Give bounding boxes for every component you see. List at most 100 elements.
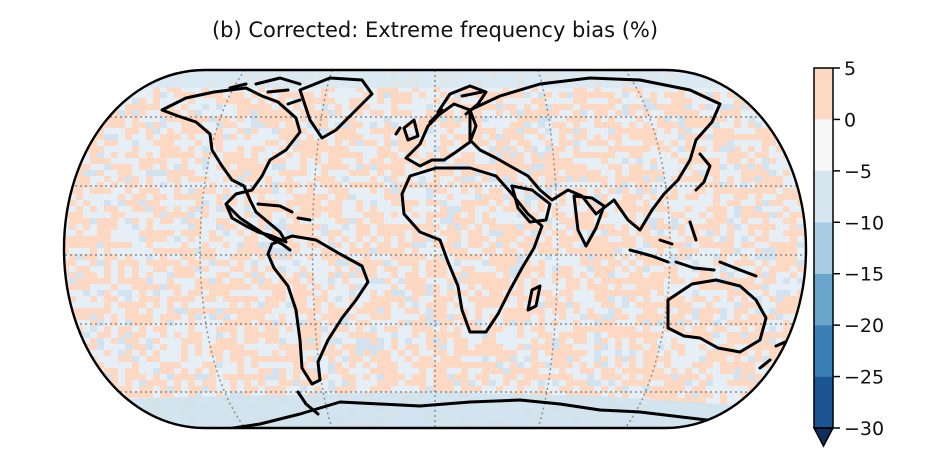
bias-cell — [790, 248, 797, 254]
bias-cell — [279, 266, 286, 272]
bias-cell — [384, 194, 391, 200]
bias-cell — [692, 260, 699, 266]
bias-cell — [440, 140, 447, 146]
bias-cell — [769, 266, 776, 272]
bias-cell — [727, 176, 734, 182]
bias-cell — [545, 254, 552, 260]
bias-cell — [167, 374, 174, 380]
bias-cell — [727, 248, 734, 254]
bias-cell — [363, 338, 370, 344]
bias-cell — [685, 104, 692, 110]
bias-cell — [629, 86, 636, 92]
bias-cell — [615, 362, 622, 368]
bias-cell — [335, 182, 342, 188]
bias-cell — [769, 158, 776, 164]
bias-cell — [566, 242, 573, 248]
bias-cell — [790, 70, 797, 74]
bias-cell — [76, 92, 83, 98]
bias-cell — [629, 236, 636, 242]
bias-cell — [734, 134, 741, 140]
bias-cell — [83, 176, 90, 182]
bias-cell — [195, 374, 202, 380]
bias-cell — [83, 254, 90, 260]
bias-cell — [370, 338, 377, 344]
bias-cell — [202, 104, 209, 110]
bias-cell — [321, 176, 328, 182]
bias-cell — [552, 374, 559, 380]
bias-cell — [118, 272, 125, 278]
bias-cell — [566, 296, 573, 302]
bias-cell — [272, 158, 279, 164]
bias-cell — [335, 266, 342, 272]
bias-cell — [118, 302, 125, 308]
bias-cell — [349, 272, 356, 278]
bias-cell — [727, 284, 734, 290]
bias-cell — [433, 380, 440, 386]
bias-cell — [643, 146, 650, 152]
bias-cell — [132, 128, 139, 134]
bias-cell — [580, 86, 587, 92]
bias-cell — [174, 314, 181, 320]
bias-cell — [104, 98, 111, 104]
bias-cell — [419, 284, 426, 290]
bias-cell — [398, 164, 405, 170]
bias-cell — [174, 290, 181, 296]
bias-cell — [433, 200, 440, 206]
bias-cell — [377, 98, 384, 104]
bias-cell — [251, 230, 258, 236]
bias-cell — [433, 188, 440, 194]
bias-cell — [363, 248, 370, 254]
bias-cell — [307, 242, 314, 248]
bias-cell — [573, 200, 580, 206]
bias-cell — [64, 110, 69, 116]
bias-cell — [230, 302, 237, 308]
bias-cell — [384, 290, 391, 296]
bias-cell — [671, 254, 678, 260]
bias-cell — [216, 260, 223, 266]
coast-indonesia — [628, 220, 758, 278]
bias-cell — [132, 338, 139, 344]
bias-cell — [566, 104, 573, 110]
bias-cell — [146, 206, 153, 212]
bias-cell — [440, 338, 447, 344]
bias-cell — [104, 428, 111, 434]
bias-cell — [482, 350, 489, 356]
bias-cell — [671, 122, 678, 128]
bias-cell — [671, 194, 678, 200]
bias-cell — [391, 296, 398, 302]
bias-cell — [69, 92, 76, 98]
bias-cell — [461, 266, 468, 272]
bias-cell — [804, 404, 806, 410]
bias-cell — [706, 314, 713, 320]
bias-cell — [104, 242, 111, 248]
bias-cell — [69, 278, 76, 284]
bias-cell — [188, 146, 195, 152]
bias-cell — [104, 350, 111, 356]
bias-cell — [510, 128, 517, 134]
bias-cell — [223, 338, 230, 344]
bias-cell — [734, 104, 741, 110]
bias-cell — [391, 332, 398, 338]
bias-cell — [370, 260, 377, 266]
bias-cell — [223, 284, 230, 290]
bias-cell — [762, 170, 769, 176]
bias-cell — [139, 326, 146, 332]
bias-cell — [195, 314, 202, 320]
bias-cell — [531, 128, 538, 134]
bias-cell — [636, 284, 643, 290]
bias-cell — [461, 248, 468, 254]
bias-cell — [531, 356, 538, 362]
bias-cell — [391, 110, 398, 116]
bias-cell — [538, 320, 545, 326]
bias-cell — [349, 284, 356, 290]
bias-cell — [692, 392, 699, 398]
bias-cell — [769, 332, 776, 338]
bias-cell — [650, 362, 657, 368]
bias-cell — [559, 302, 566, 308]
bias-cell — [307, 212, 314, 218]
bias-cell — [237, 254, 244, 260]
bias-cell — [83, 272, 90, 278]
bias-cell — [104, 164, 111, 170]
bias-cell — [734, 308, 741, 314]
bias-cell — [706, 224, 713, 230]
